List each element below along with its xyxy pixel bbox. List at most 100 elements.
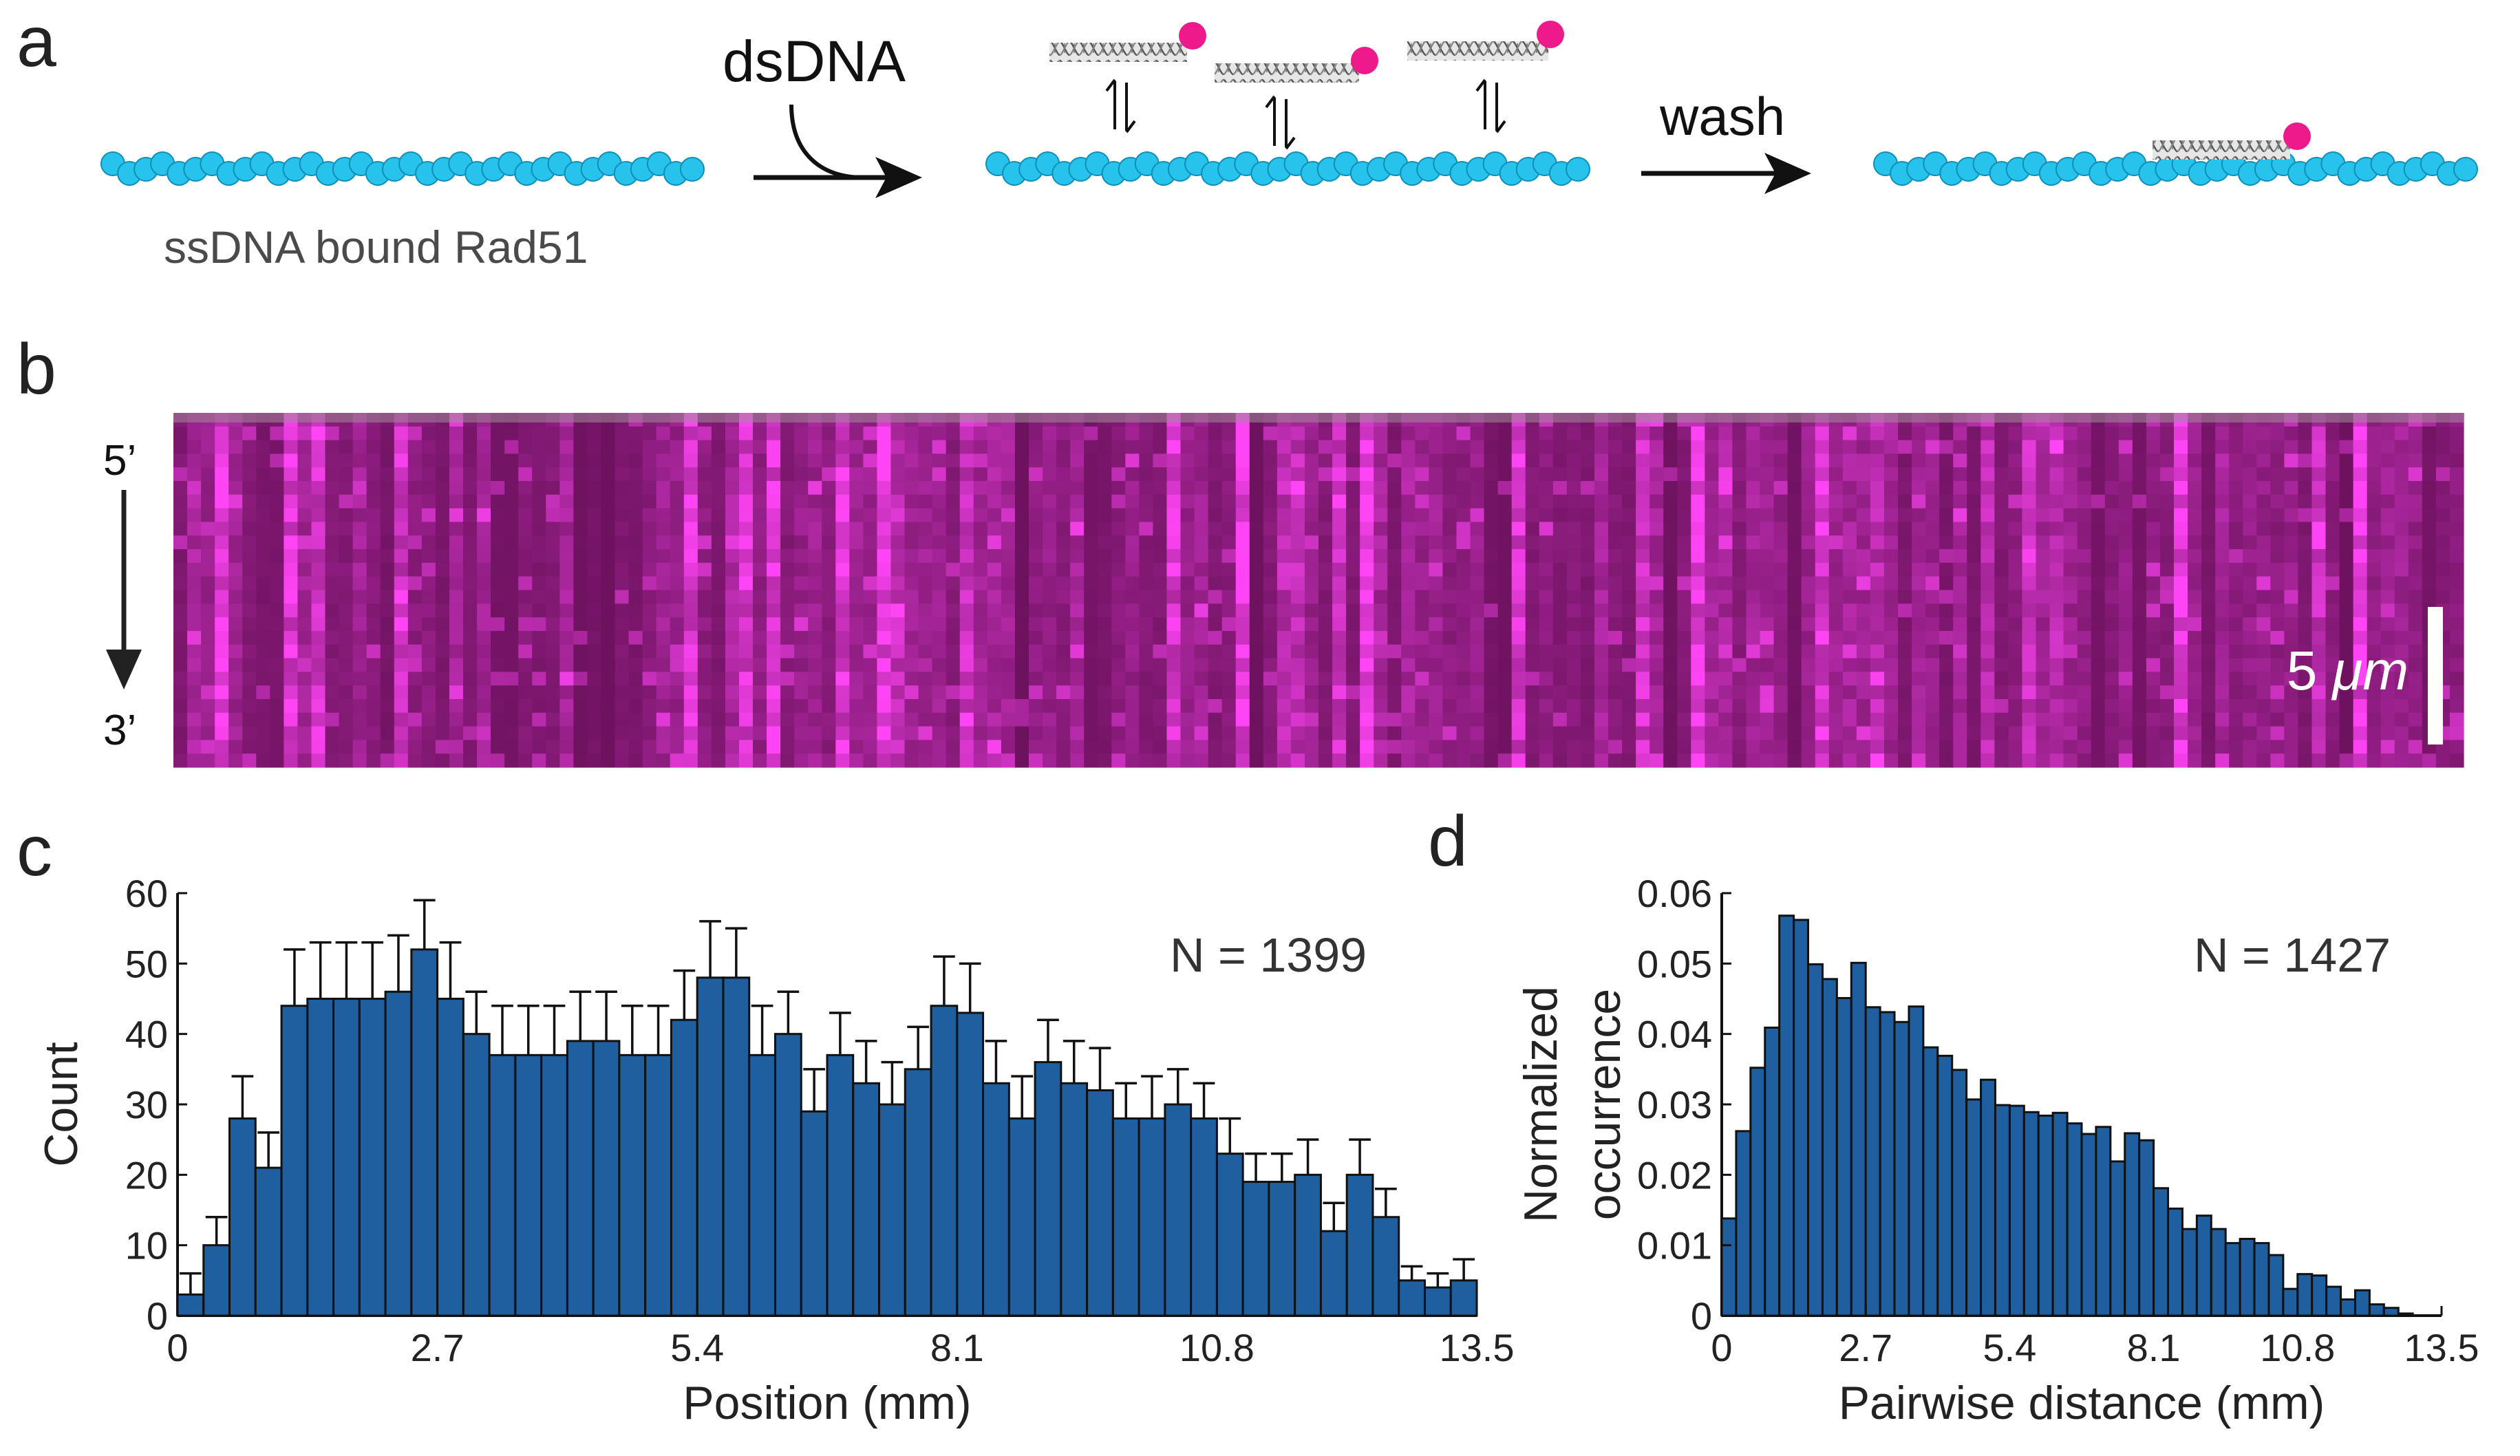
bar: [1735, 1130, 1752, 1317]
bar: [696, 976, 725, 1317]
x-tick-label: 5.4: [670, 1326, 724, 1369]
dsdna-helix: [1049, 43, 1187, 62]
bar: [1936, 1054, 1954, 1317]
x-tick-label: 13.5: [1440, 1326, 1515, 1369]
fluorophore-dot: [1537, 21, 1564, 48]
panel-letter-d: d: [1428, 802, 1468, 881]
panel-letter-c: c: [17, 811, 52, 891]
bar: [1345, 1173, 1374, 1317]
bar: [2153, 1187, 2170, 1317]
equilibrium-arrows-1-icon: [1105, 78, 1136, 133]
bar: [2210, 1228, 2227, 1317]
bar: [254, 1166, 283, 1317]
direction-arrowhead-icon: [106, 650, 142, 689]
bar: [384, 990, 413, 1317]
x-axis-title: Pairwise distance (mm): [1839, 1377, 2325, 1429]
scale-bar: [2428, 607, 2443, 745]
sample-size-annotation: N = 1427: [2194, 928, 2391, 982]
bar: [2022, 1111, 2040, 1317]
bar: [878, 1103, 906, 1317]
x-tick-label: 2.7: [1839, 1326, 1892, 1369]
bar: [748, 1053, 776, 1317]
bar: [1793, 919, 1810, 1317]
y-tick-label: 0.04: [1637, 1013, 1712, 1056]
panel-letter-a: a: [17, 2, 56, 82]
bar: [1294, 1173, 1322, 1317]
bar: [1007, 1117, 1036, 1317]
sample-size-annotation: N = 1399: [1170, 928, 1367, 982]
bar: [1138, 1117, 1166, 1317]
bar: [1994, 1104, 2011, 1317]
x-tick-label: 0: [1711, 1326, 1732, 1369]
bar: [202, 1244, 231, 1317]
bar: [2066, 1122, 2083, 1317]
x-tick-label: 2.7: [411, 1326, 465, 1369]
bar: [514, 1053, 543, 1317]
kymograph-image: [173, 413, 2464, 768]
bar: [2340, 1298, 2356, 1317]
reaction-arrowhead-1-icon: [875, 157, 922, 198]
dsdna-probe-2: [1215, 47, 1378, 83]
equilibrium-arrows-2-icon: [1265, 95, 1296, 150]
bar: [1749, 1067, 1766, 1317]
y-tick-label: 40: [125, 1013, 168, 1056]
bar: [722, 976, 751, 1317]
dsdna-helix: [2153, 140, 2290, 160]
wash-label: wash: [1659, 86, 1785, 147]
bar: [1060, 1082, 1089, 1317]
bar: [1980, 1078, 1996, 1317]
y-tick-label: 0: [1691, 1294, 1712, 1338]
bar: [228, 1117, 257, 1317]
five-prime-label: 5’: [103, 437, 136, 484]
bar: [956, 1011, 985, 1317]
bar: [1807, 963, 1824, 1317]
bar: [2138, 1139, 2155, 1317]
bar: [982, 1082, 1010, 1317]
x-tick-label: 8.1: [930, 1326, 984, 1369]
panel-letter-b: b: [17, 330, 56, 409]
bar: [2282, 1287, 2299, 1317]
bar: [176, 1293, 205, 1317]
bar: [1908, 1005, 1925, 1317]
dsdna-helix: [1215, 63, 1359, 83]
bar: [2267, 1254, 2285, 1317]
bar: [436, 998, 465, 1317]
fluorophore-dot: [1351, 47, 1378, 74]
bar: [1034, 1061, 1063, 1317]
y-tick-label: 30: [125, 1083, 168, 1126]
bar: [2296, 1273, 2314, 1317]
y-tick-label: 60: [125, 872, 168, 915]
bar: [2124, 1132, 2141, 1317]
y-tick-label: 0: [147, 1294, 168, 1338]
fluorophore-dot: [2283, 122, 2311, 150]
bar: [2239, 1237, 2256, 1317]
y-axis-title: Normalized: [1515, 986, 1567, 1223]
fluorophore-dot: [1179, 22, 1206, 50]
bar: [930, 1005, 959, 1317]
y-tick-label: 0.03: [1637, 1083, 1712, 1126]
bar: [644, 1053, 672, 1317]
three-prime-label: 3’: [103, 707, 136, 754]
y-tick-label: 0.02: [1637, 1153, 1712, 1197]
y-axis-title: occurrence: [1578, 989, 1630, 1220]
y-tick-label: 20: [125, 1153, 168, 1197]
bar: [1893, 1020, 1910, 1317]
reaction-arrowhead-2-icon: [1764, 153, 1811, 194]
bar: [2368, 1303, 2385, 1317]
ssdna-rad51-filament-2: [985, 151, 1590, 186]
bar: [1241, 1181, 1270, 1317]
y-tick-label: 50: [125, 942, 168, 985]
bar: [2325, 1285, 2342, 1317]
bar: [2051, 1111, 2069, 1317]
x-tick-label: 10.8: [1179, 1326, 1254, 1369]
bar: [592, 1040, 621, 1317]
bar: [2353, 1289, 2371, 1317]
bar: [2008, 1104, 2025, 1317]
bound-dsdna-probe: [2153, 122, 2311, 160]
x-axis-title: Position (mm): [683, 1377, 971, 1429]
dsdna-helix: [1407, 41, 1548, 61]
bar: [1821, 978, 1838, 1317]
bar: [2311, 1274, 2328, 1317]
x-tick-label: 5.4: [1983, 1326, 2036, 1369]
